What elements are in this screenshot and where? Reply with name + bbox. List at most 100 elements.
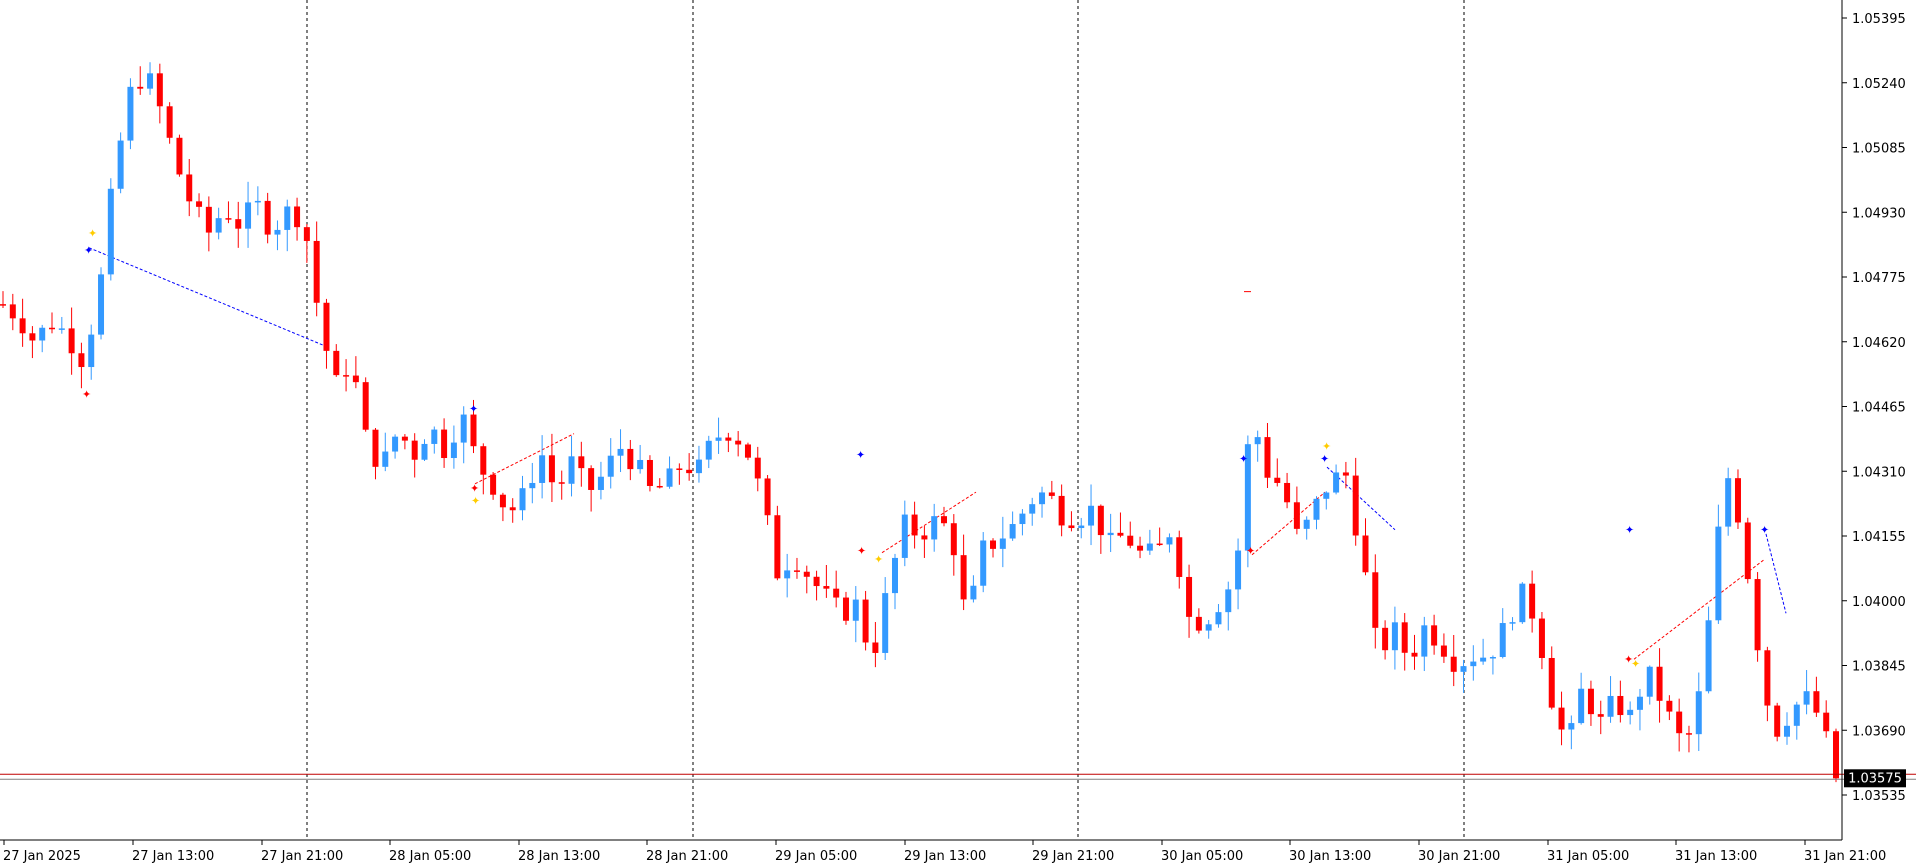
bull-candle bbox=[39, 327, 46, 341]
bear-candle bbox=[1676, 711, 1683, 734]
signal-arrow-icon: ✦ bbox=[1625, 524, 1634, 537]
bear-candle bbox=[49, 327, 56, 330]
bull-candle bbox=[1421, 625, 1428, 657]
bear-candle bbox=[803, 571, 810, 577]
signal-arrow-icon: ✦ bbox=[1322, 440, 1331, 453]
bear-candle bbox=[480, 446, 487, 475]
bear-candle bbox=[176, 137, 183, 175]
bear-candle bbox=[735, 440, 742, 445]
bull-candle bbox=[1568, 723, 1575, 730]
bear-candle bbox=[1382, 627, 1389, 651]
signal-arrow-icon: ✦ bbox=[1760, 524, 1769, 537]
bull-candle bbox=[529, 482, 536, 489]
bull-candle bbox=[607, 455, 614, 477]
bull-candle bbox=[568, 456, 575, 484]
bear-candle bbox=[1813, 691, 1820, 713]
signal-arrow-icon: ✦ bbox=[469, 403, 478, 416]
bull-candle bbox=[284, 206, 291, 230]
time-tick-label: 28 Jan 21:00 bbox=[646, 849, 728, 864]
bear-candle bbox=[764, 478, 771, 516]
bull-candle bbox=[1489, 656, 1496, 659]
bear-candle bbox=[1137, 545, 1144, 551]
bull-candle bbox=[1078, 525, 1085, 529]
bear-candle bbox=[1176, 537, 1183, 577]
time-tick-label: 31 Jan 13:00 bbox=[1675, 849, 1757, 864]
signal-arrow-icon: ✦ bbox=[1631, 657, 1640, 670]
bear-candle bbox=[1156, 543, 1163, 546]
bear-candle bbox=[656, 485, 663, 488]
bear-candle bbox=[68, 328, 75, 354]
current-price-lines bbox=[0, 773, 1916, 780]
bull-candle bbox=[1235, 550, 1242, 590]
time-tick-label: 27 Jan 13:00 bbox=[132, 849, 214, 864]
bull-candle bbox=[882, 593, 889, 653]
time-tick-label: 28 Jan 13:00 bbox=[518, 849, 600, 864]
current-price-label-bg bbox=[1844, 769, 1906, 788]
bear-candle bbox=[411, 440, 418, 460]
signal-arrow-icon: ✦ bbox=[856, 449, 865, 462]
bear-candle bbox=[1617, 695, 1624, 716]
price-tick-label: 1.05395 bbox=[1852, 12, 1906, 27]
signal-line bbox=[1633, 558, 1766, 660]
bear-candle bbox=[166, 106, 173, 138]
bear-candle bbox=[1372, 572, 1379, 628]
bull-candle bbox=[1607, 695, 1614, 717]
signal-arrow-icon: ✦ bbox=[1239, 453, 1248, 466]
bear-candle bbox=[401, 436, 408, 441]
bear-candle bbox=[264, 200, 271, 235]
bear-candle bbox=[1548, 657, 1555, 708]
bear-candle bbox=[921, 535, 928, 540]
bull-candle bbox=[1146, 543, 1153, 551]
bear-candle bbox=[0, 304, 6, 306]
signal-arrow-icon: ✦ bbox=[874, 553, 883, 566]
bear-candle bbox=[862, 599, 869, 643]
bear-candle bbox=[196, 201, 203, 207]
bear-candle bbox=[1558, 707, 1565, 730]
bull-candle bbox=[88, 334, 95, 368]
bear-candle bbox=[1823, 712, 1830, 732]
bull-candle bbox=[784, 570, 791, 579]
bear-candle bbox=[470, 414, 477, 447]
bull-candle bbox=[715, 437, 722, 441]
bear-candle bbox=[235, 219, 242, 229]
bear-candle bbox=[1666, 700, 1673, 712]
price-tick-label: 1.04155 bbox=[1852, 530, 1906, 545]
signal-line bbox=[88, 247, 326, 347]
time-tick-label: 30 Jan 21:00 bbox=[1418, 849, 1500, 864]
price-axis[interactable]: 1.05395 1.05240 1.05085 1.04930 1.04775 1.046… bbox=[1842, 12, 1906, 804]
bull-candle bbox=[1029, 504, 1036, 514]
bear-candle bbox=[1195, 616, 1202, 631]
bull-candle bbox=[460, 414, 467, 443]
time-axis[interactable]: 27 Jan 2025 27 Jan 13:00 27 Jan 21:00 28 Ja… bbox=[3, 840, 1886, 864]
bear-candle bbox=[1440, 645, 1447, 657]
bull-candle bbox=[107, 188, 114, 275]
bull-candle bbox=[1391, 622, 1398, 651]
bear-candle bbox=[725, 437, 732, 441]
bear-candle bbox=[1186, 576, 1193, 617]
bull-candle bbox=[617, 448, 624, 456]
day-separator-lines bbox=[306, 0, 1465, 840]
bear-candle bbox=[333, 350, 340, 376]
bear-candle bbox=[1587, 688, 1594, 715]
bear-candle bbox=[1774, 705, 1781, 737]
bear-candle bbox=[686, 469, 693, 474]
bull-candle bbox=[1323, 492, 1330, 499]
bear-candle bbox=[1293, 502, 1300, 529]
bull-candle bbox=[245, 202, 252, 229]
bear-candle bbox=[509, 507, 516, 511]
bear-candle bbox=[1833, 731, 1839, 779]
price-tick-label: 1.04775 bbox=[1852, 271, 1906, 286]
signal-arrow-icon: ✦ bbox=[857, 545, 866, 558]
bull-candle bbox=[1695, 691, 1702, 735]
signal-arrow-icon: ✦ bbox=[470, 482, 479, 495]
bear-candle bbox=[1538, 618, 1545, 658]
bear-candle bbox=[490, 474, 497, 495]
price-tick-label: 1.03690 bbox=[1852, 724, 1906, 739]
bear-candle bbox=[548, 455, 555, 483]
signal-line bbox=[881, 491, 977, 554]
bear-candle bbox=[1097, 505, 1104, 536]
bear-candle bbox=[646, 459, 653, 486]
bear-candle bbox=[441, 429, 448, 459]
